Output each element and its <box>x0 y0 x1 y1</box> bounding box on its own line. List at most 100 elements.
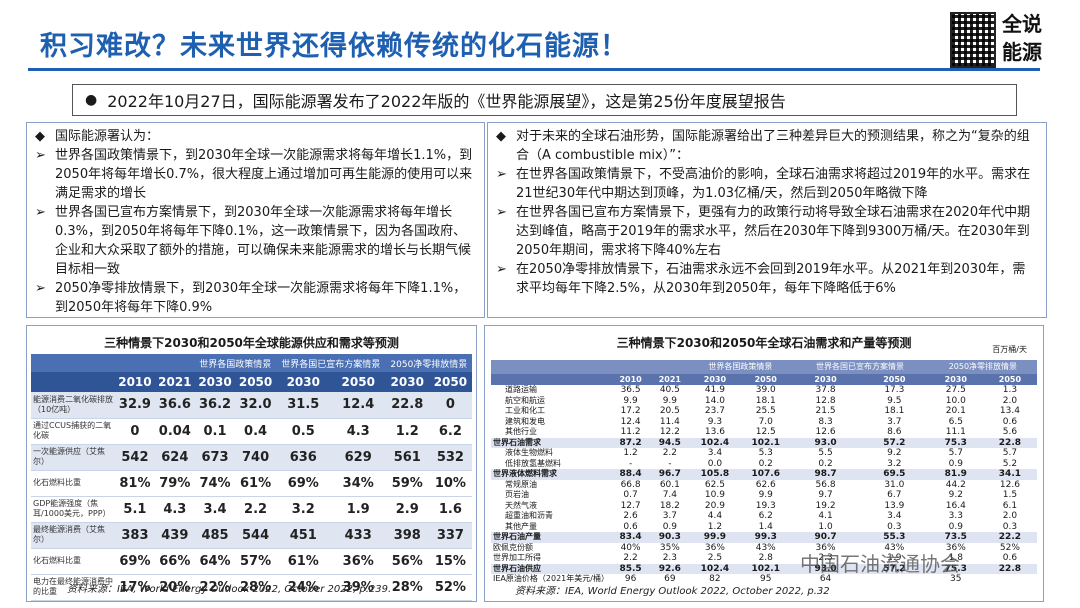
row-label: GDP能源强度（焦耳/1000美元，PPP） <box>31 496 115 523</box>
table-cell: 1.2 <box>707 521 723 532</box>
table-cell: 1.5 <box>1002 490 1018 501</box>
table-cell: 3.2 <box>275 496 331 523</box>
table-cell: 19.3 <box>755 500 776 511</box>
table-cell: 3.4 <box>707 448 723 459</box>
table-cell: 36% <box>704 542 725 553</box>
bullet-text: 世界各国政策情景下，到2030年全球一次能源需求将每年增长1.1%，到2050年… <box>55 148 473 201</box>
table-cell: 3.4 <box>887 511 902 522</box>
table-cell: 66% <box>154 548 195 575</box>
header-spacer <box>650 360 690 374</box>
table-cell: 75.3 <box>928 437 983 448</box>
bullet-item: ◆ 对于未来的全球石油形势，国际能源署给出了三种差异巨大的预测结果，称之为“复杂的… <box>496 127 1038 165</box>
table-cell: 2.3 <box>662 553 678 564</box>
table-cell: 0.1 <box>194 418 236 445</box>
table-cell: 337 <box>428 522 472 549</box>
table-cell: 52% <box>999 542 1020 553</box>
table-cell: 0.7 <box>623 490 638 501</box>
table-cell: 9.7 <box>818 490 833 501</box>
table-cell: 39.0 <box>755 385 776 396</box>
table-year-header: 2010 2021 2030 2050 2030 2050 2030 2050 <box>491 374 1037 385</box>
table-cell: 36% <box>945 542 966 553</box>
table-cell: 6.7 <box>887 490 902 501</box>
table-cell: 2.3 <box>818 553 833 564</box>
table-cell: 2.2 <box>623 553 638 564</box>
bullet-text: 在世界各国政策情景下，不受高油价的影响，全球石油需求将超过2019年的水平。需求… <box>516 167 1031 201</box>
bullet-marker: ➢ <box>35 281 46 296</box>
table-cell: 0.5 <box>275 418 331 445</box>
table-cell: 22.8 <box>982 563 1037 574</box>
year-header: 2050 <box>330 372 386 392</box>
table-cell: 629 <box>330 444 386 471</box>
table-cell: 12.6 <box>999 479 1020 490</box>
table-row: 通过CCUS捕获的二氧化碳 0 0.04 0.1 0.4 0.5 4.3 1.2 6.2 <box>31 418 472 445</box>
table-cell: 2.0 <box>1002 511 1018 522</box>
group-header: 2050净零排放情景 <box>385 354 472 372</box>
group-header: 世界各国已宣布方案情景 <box>791 360 929 374</box>
table-cell: 28% <box>385 574 429 601</box>
announcement-text: 2022年10月27日，国际能源署发布了2022年版的《世界能源展望》，这是第2… <box>107 92 786 111</box>
row-label: 欧佩克份额 <box>493 542 533 552</box>
table-cell: 17.2 <box>620 406 641 417</box>
table-cell: 21.5 <box>815 406 836 417</box>
table-cell: 12.8 <box>815 395 836 406</box>
table-row: 页岩油 0.7 7.4 10.9 9.9 9.7 6.7 9.2 1.5 <box>491 490 1037 501</box>
table-row: 常规原油 66.8 60.1 62.5 62.6 56.8 31.0 44.2 12.6 <box>491 480 1037 491</box>
table-cell: 36% <box>815 542 836 553</box>
table-cell: 12.6 <box>815 427 836 438</box>
watermark: 中国石油流通协会 <box>800 552 960 576</box>
table-cell: 0 <box>428 392 472 419</box>
table-cell: 90.3 <box>650 532 690 543</box>
table-cell: 28% <box>235 574 276 601</box>
table-cell: 18.1 <box>755 395 776 406</box>
table-cell: 10% <box>428 470 472 497</box>
table-cell: 74% <box>194 470 236 497</box>
table-cell: 98.7 <box>791 469 860 480</box>
table-cell: 1.2 <box>385 418 429 445</box>
table-row: IEA原油价格（2021年美元/桶） 96 69 82 95 64 35 <box>491 574 1037 585</box>
table-cell: 9.9 <box>623 395 638 406</box>
table-cell: 15% <box>428 548 472 575</box>
table-cell: 69% <box>115 548 155 575</box>
table-cell: 5.7 <box>948 448 963 459</box>
year-header: 2030 <box>194 372 236 392</box>
table-cell: 20% <box>154 574 195 601</box>
table-cell: 93.0 <box>791 563 860 574</box>
table-row: 化石燃料比重 81% 79% 74% 61% 69% 34% 59% 10% <box>31 470 472 497</box>
row-label: 化石燃料比重 <box>31 548 115 575</box>
table-cell: 0.6 <box>1002 553 1018 564</box>
table-cell: 56.8 <box>815 479 836 490</box>
row-label: 液体生物燃料 <box>505 448 553 458</box>
table-cell: 12.5 <box>755 427 776 438</box>
group-header: 世界各国政策情景 <box>689 360 792 374</box>
table-cell: 20.9 <box>704 500 725 511</box>
table-cell <box>983 574 1037 585</box>
table-cell: 22.2 <box>982 532 1037 543</box>
group-header: 2050净零排放情景 <box>928 360 1037 374</box>
bullet-text: 在世界各国已宣布方案情景下，更强有力的政策行动将导致全球石油需求在2020年代中… <box>516 205 1031 258</box>
table-row: 航空和航运 9.9 9.9 14.0 18.1 12.8 9.5 10.0 2.0 <box>491 396 1037 407</box>
row-label: 通过CCUS捕获的二氧化碳 <box>31 418 115 445</box>
table-cell: 57% <box>235 548 276 575</box>
table-cell: - <box>668 458 672 469</box>
table-cell: 1.3 <box>1002 385 1018 396</box>
table-row: 世界石油产量 83.4 90.3 99.9 99.3 90.7 55.3 73.5 22.2 <box>491 532 1037 543</box>
table-cell: 61% <box>235 470 276 497</box>
row-label: 工业和化工 <box>505 406 545 416</box>
table-cell: 0.6 <box>1002 416 1018 427</box>
table-cell: 75.3 <box>928 563 983 574</box>
table-cell: 36.6 <box>154 392 195 419</box>
year-header: 2010 <box>610 374 651 385</box>
table-cell: 3.7 <box>887 416 902 427</box>
header-spacer <box>610 360 651 374</box>
table-cell: 69.5 <box>859 469 929 480</box>
bullet-marker: ➢ <box>35 148 46 163</box>
table-cell: 96 <box>624 574 637 585</box>
announcement-bar: ● 2022年10月27日，国际能源署发布了2022年版的《世界能源展望》，这是… <box>72 84 1017 116</box>
right-text-panel: ◆ 对于未来的全球石油形势，国际能源署给出了三种差异巨大的预测结果，称之为“复杂的… <box>487 122 1047 318</box>
table-cell: 16.4 <box>945 500 966 511</box>
energy-table: 世界各国政策情景 世界各国已宣布方案情景 2050净零排放情景 2010 2021 203… <box>31 354 472 601</box>
table-cell: 23.7 <box>704 406 725 417</box>
row-label: 页岩油 <box>505 490 529 500</box>
row-label: 天然气液 <box>505 500 537 510</box>
table-row: 最终能源消费（艾焦尔） 383 439 485 544 451 433 398 337 <box>31 522 472 549</box>
